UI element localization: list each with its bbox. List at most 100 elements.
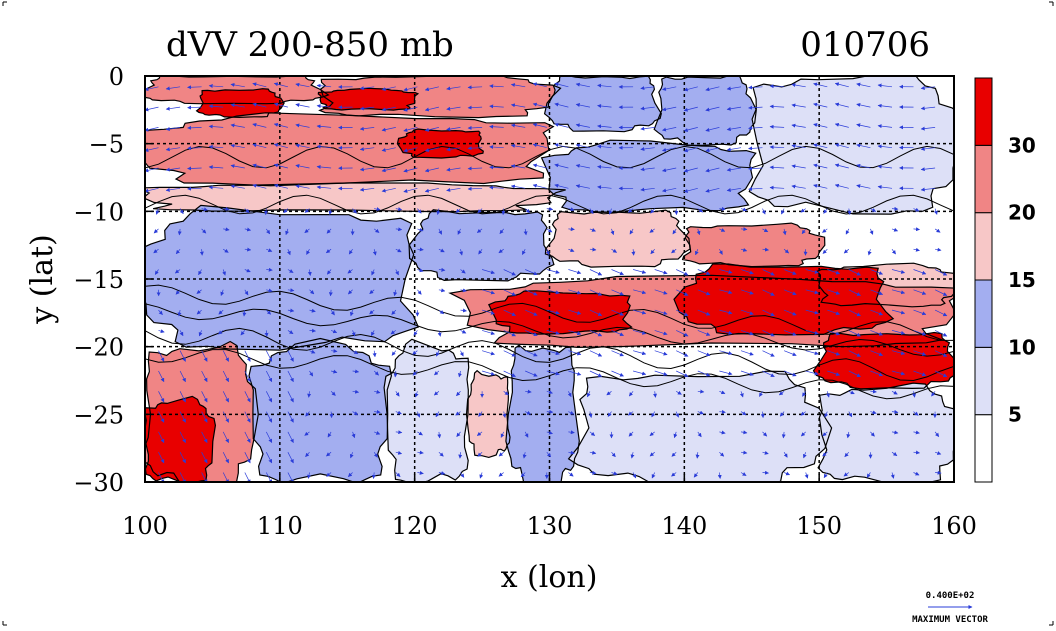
field-region — [145, 112, 554, 186]
wind-vector — [597, 83, 612, 88]
wind-vector — [740, 289, 754, 295]
wind-vector — [822, 451, 828, 457]
wind-vector — [920, 187, 936, 192]
wind-vector — [265, 391, 273, 403]
wind-vector — [158, 411, 165, 423]
wind-vector — [662, 167, 677, 173]
wind-vector — [252, 143, 267, 149]
wind-vector — [359, 187, 375, 192]
wind-vector — [230, 143, 245, 149]
wind-vector — [748, 85, 763, 90]
wind-vector — [762, 431, 768, 437]
wind-vector — [165, 126, 181, 131]
wind-vector — [827, 289, 841, 295]
wind-vector — [304, 208, 310, 213]
wind-vector — [805, 309, 819, 315]
wind-vector — [726, 147, 742, 152]
wind-vector — [417, 208, 422, 214]
wind-vector — [175, 289, 181, 295]
wind-vector — [417, 247, 424, 252]
colorbar: 5 10 15 20 30 — [974, 77, 1036, 483]
wind-vector — [630, 452, 635, 459]
wind-vector — [834, 143, 849, 149]
wind-vector — [762, 370, 775, 377]
wind-vector — [870, 289, 884, 296]
wind-vector — [481, 309, 495, 315]
wind-vector — [913, 350, 927, 356]
wind-vector — [273, 82, 288, 88]
wind-vector — [694, 249, 699, 256]
wind-vector — [503, 269, 516, 276]
wind-vector — [503, 350, 516, 357]
wind-vector — [438, 471, 446, 476]
wind-vector — [446, 127, 461, 132]
wind-vector — [524, 208, 531, 214]
wind-vector — [891, 370, 906, 376]
wind-vector — [437, 431, 442, 439]
wind-vector — [460, 329, 467, 334]
wind-vector — [802, 452, 807, 459]
wind-vector — [649, 431, 655, 437]
wind-vector — [446, 106, 461, 111]
wind-vector — [676, 370, 689, 377]
wind-vector — [870, 208, 877, 212]
wind-vector — [575, 184, 590, 189]
wind-vector — [460, 269, 466, 274]
wind-vector — [870, 431, 875, 437]
wind-vector — [230, 184, 245, 189]
wind-vector — [265, 350, 273, 362]
wind-vector — [489, 145, 504, 150]
wind-vector — [611, 289, 624, 296]
wind-vector — [417, 268, 424, 273]
wind-vector — [158, 452, 165, 464]
wind-vector — [503, 309, 516, 316]
wind-vector — [390, 330, 397, 335]
wind-vector — [326, 451, 332, 457]
wind-vector — [244, 227, 252, 232]
wind-vector — [438, 267, 446, 272]
wind-vector — [719, 370, 733, 376]
field-region — [749, 76, 954, 215]
wind-vector — [222, 411, 229, 423]
wind-vector — [352, 350, 359, 355]
wind-vector — [568, 410, 575, 415]
wind-vector — [546, 409, 554, 414]
wind-vector — [244, 247, 252, 252]
wind-vector — [395, 472, 401, 478]
wind-vector — [877, 103, 893, 108]
wind-vector — [433, 391, 440, 396]
wind-vector — [568, 227, 575, 232]
wind-vector — [532, 163, 547, 169]
y-axis-ticks: 0 −5 −10 −15 −20 −25 −30 — [73, 63, 153, 497]
wind-vector — [913, 309, 927, 316]
wind-vector — [438, 288, 446, 293]
y-tick-label: 0 — [109, 63, 124, 91]
wind-vector — [834, 82, 849, 88]
wind-vector — [649, 228, 655, 233]
wind-vector — [697, 330, 711, 336]
wind-vector — [179, 370, 186, 383]
wind-vector — [589, 289, 603, 296]
wind-vector — [697, 410, 704, 415]
wind-vector — [813, 82, 828, 88]
wind-vector — [287, 391, 294, 403]
wind-vector — [935, 470, 942, 475]
wind-vector — [286, 249, 291, 256]
wind-vector — [848, 350, 861, 357]
wind-vector — [597, 164, 612, 169]
wind-vector — [805, 269, 819, 274]
wind-vector — [672, 228, 677, 235]
wind-vector — [607, 411, 612, 417]
wind-vector — [822, 248, 828, 254]
wind-vector — [414, 391, 419, 398]
contour-line — [248, 337, 393, 482]
wind-vector — [273, 163, 288, 169]
wind-vector — [891, 309, 906, 315]
wind-vector — [827, 269, 841, 275]
wind-vector — [424, 86, 439, 92]
wind-vector — [640, 106, 655, 111]
wind-vector — [697, 289, 711, 296]
wind-vector — [165, 86, 181, 91]
wind-vector — [695, 452, 700, 459]
wind-vector — [611, 269, 624, 276]
